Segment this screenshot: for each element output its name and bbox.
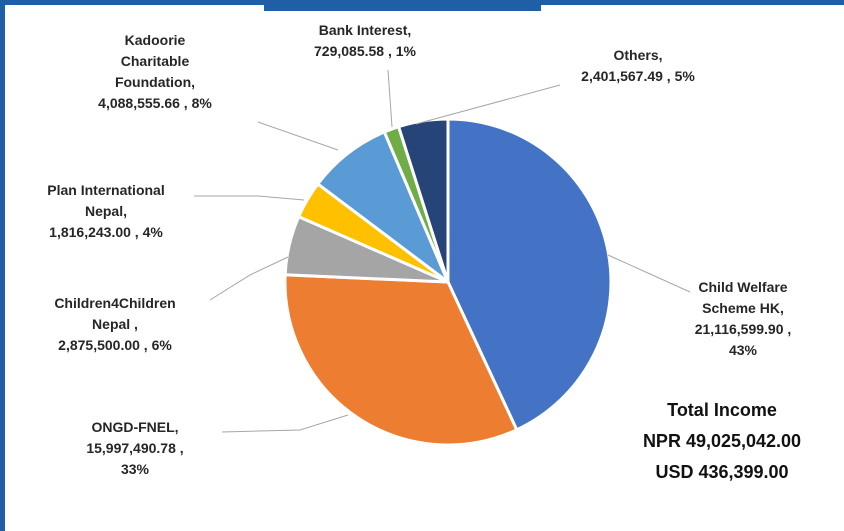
label-ongd-fnel: ONGD-FNEL, 15,997,490.78 , 33% [86, 419, 184, 477]
pie-slice-kadoorie [315, 129, 452, 287]
pie-slice-ongd-fnel [283, 273, 519, 447]
leader-line-children4children [209, 256, 289, 301]
total-heading: Total Income [667, 400, 777, 420]
leader-line-ongd-fnel [221, 414, 349, 433]
label-plan-international: Plan International Nepal, 1,816,243.00 ,… [47, 182, 165, 240]
leader-line-plan-international [194, 195, 305, 201]
label-child-welfare: Child Welfare Scheme HK, 21,116,599.90 ,… [694, 279, 792, 358]
leader-line-child-welfare [607, 254, 691, 293]
leader-line-bank-interest [387, 69, 393, 128]
leader-line-kadoorie [257, 121, 339, 151]
total-income-box: Total Income NPR 49,025,042.00 USD 436,3… [600, 395, 844, 488]
total-usd: USD 436,399.00 [655, 462, 789, 482]
label-children4children: Children4Children Nepal , 2,875,500.00 ,… [54, 295, 176, 353]
pie-slice-others [396, 117, 450, 283]
label-kadoorie: Kadoorie Charitable Foundation, 4,088,55… [98, 32, 212, 111]
pie-slice-child-welfare [446, 117, 613, 432]
total-npr: NPR 49,025,042.00 [642, 431, 802, 451]
label-others: Others, 2,401,567.49 , 5% [581, 47, 695, 84]
leader-line-others [415, 84, 561, 125]
header-tab-bar [264, 0, 541, 11]
label-bank-interest: Bank Interest, 729,085.58 , 1% [314, 22, 416, 59]
